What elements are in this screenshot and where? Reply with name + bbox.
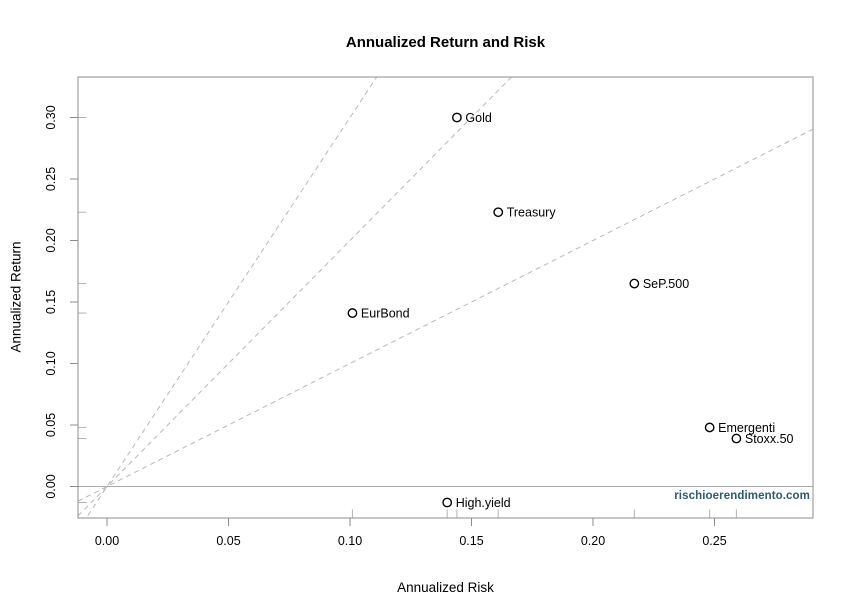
y-tick-label: 0.00 [44,474,58,498]
data-point-label-sep.500: SeP.500 [643,277,689,291]
x-tick-label: 0.25 [702,534,726,548]
data-point-label-treasury: Treasury [507,206,557,220]
plot-box [77,76,814,519]
data-point-emergenti [704,422,715,433]
data-point-treasury [493,207,504,218]
x-tick-label: 0.20 [581,534,605,548]
y-tick-label: 0.05 [44,413,58,437]
data-point-label-eurbond: EurBond [361,307,410,321]
y-tick-label: 0.15 [44,290,58,314]
y-tick-label: 0.25 [44,167,58,191]
data-point-label-high.yield: High.yield [456,496,511,510]
data-point-gold [452,112,462,123]
reference-line-slope-1 [78,128,813,502]
x-tick-label: 0.15 [459,534,483,548]
x-axis-label: Annualized Risk [397,580,494,595]
x-tick-label: 0.05 [216,534,240,548]
data-point-label-stoxx.50: Stoxx.50 [745,432,794,446]
data-point-sep.500 [629,278,640,289]
y-axis-label: Annualized Return [8,241,24,353]
x-tick-label: 0.10 [338,534,362,548]
y-tick-label: 0.20 [44,228,58,252]
data-point-label-gold: Gold [465,111,491,125]
x-tick-label: 0.00 [95,534,119,548]
watermark-text: rischioerendimento.com [674,490,810,502]
reference-line-slope-3 [85,77,378,518]
data-point-label-emergenti: Emergenti [718,421,775,435]
y-tick-label: 0.30 [44,105,58,129]
data-point-high.yield [442,497,453,508]
reference-line-slope-2 [78,77,513,517]
data-point-stoxx.50 [731,433,742,444]
chart-title: Annualized Return and Risk [345,34,546,51]
y-tick-label: 0.10 [44,351,58,375]
data-point-eurbond [347,308,358,318]
